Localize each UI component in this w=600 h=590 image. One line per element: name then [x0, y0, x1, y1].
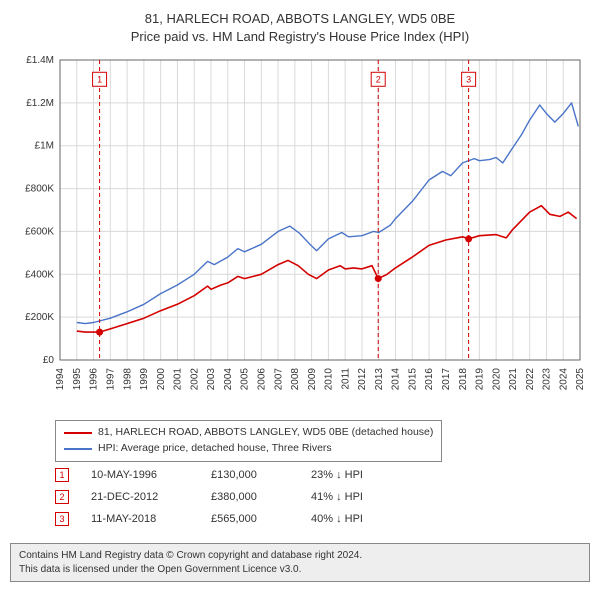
svg-text:1998: 1998: [122, 368, 133, 391]
marker-row-2: 2 21-DEC-2012 £380,000 41% ↓ HPI: [55, 486, 431, 508]
marker-badge-1: 1: [55, 468, 69, 482]
svg-text:2012: 2012: [357, 368, 368, 391]
svg-text:2000: 2000: [156, 368, 167, 391]
svg-text:2025: 2025: [575, 368, 586, 391]
marker-row-3: 3 11-MAY-2018 £565,000 40% ↓ HPI: [55, 508, 431, 530]
marker-delta-3: 40% ↓ HPI: [311, 513, 431, 525]
svg-text:£800K: £800K: [25, 184, 54, 195]
svg-text:1999: 1999: [139, 368, 150, 391]
svg-text:£200K: £200K: [25, 312, 54, 323]
svg-text:2020: 2020: [491, 368, 502, 391]
svg-text:2013: 2013: [374, 368, 385, 391]
marker-price-3: £565,000: [211, 513, 311, 525]
chart-svg: £0 £200K £400K £600K £800K £1M £1.2M £1.4M 1994 1…: [12, 52, 588, 412]
svg-text:1995: 1995: [72, 368, 83, 391]
svg-text:2024: 2024: [558, 368, 569, 391]
marker-price-1: £130,000: [211, 469, 311, 481]
svg-text:2008: 2008: [290, 368, 301, 391]
svg-text:3: 3: [466, 74, 471, 84]
legend-item-property: 81, HARLECH ROAD, ABBOTS LANGLEY, WD5 0B…: [64, 425, 433, 441]
svg-text:2017: 2017: [441, 368, 452, 391]
svg-text:2015: 2015: [407, 368, 418, 391]
marker-delta-2: 41% ↓ HPI: [311, 491, 431, 503]
marker-row-1: 1 10-MAY-1996 £130,000 23% ↓ HPI: [55, 464, 431, 486]
legend-label-property: 81, HARLECH ROAD, ABBOTS LANGLEY, WD5 0B…: [98, 425, 433, 441]
marker-date-1: 10-MAY-1996: [91, 469, 211, 481]
marker-badge-3: 3: [55, 512, 69, 526]
svg-text:2011: 2011: [340, 368, 351, 390]
legend-item-hpi: HPI: Average price, detached house, Thre…: [64, 441, 433, 457]
chart-title-block: 81, HARLECH ROAD, ABBOTS LANGLEY, WD5 0B…: [0, 0, 600, 45]
svg-text:2010: 2010: [324, 368, 335, 391]
svg-text:2004: 2004: [223, 368, 234, 391]
svg-text:£600K: £600K: [25, 226, 54, 237]
chart-legend: 81, HARLECH ROAD, ABBOTS LANGLEY, WD5 0B…: [55, 420, 442, 462]
legend-swatch-property: [64, 432, 92, 434]
svg-text:2002: 2002: [189, 368, 200, 391]
svg-text:2003: 2003: [206, 368, 217, 391]
svg-text:1996: 1996: [89, 368, 100, 391]
attribution-footer: Contains HM Land Registry data © Crown c…: [10, 543, 590, 582]
svg-text:£1M: £1M: [35, 141, 54, 152]
footer-line2: This data is licensed under the Open Gov…: [19, 563, 581, 577]
svg-text:2009: 2009: [307, 368, 318, 391]
svg-text:2: 2: [376, 74, 381, 84]
chart-title-line2: Price paid vs. HM Land Registry's House …: [0, 28, 600, 46]
svg-text:2018: 2018: [458, 368, 469, 391]
svg-text:2021: 2021: [508, 368, 519, 391]
svg-text:1997: 1997: [106, 368, 117, 391]
marker-date-3: 11-MAY-2018: [91, 513, 211, 525]
footer-line1: Contains HM Land Registry data © Crown c…: [19, 549, 581, 563]
price-chart: £0 £200K £400K £600K £800K £1M £1.2M £1.4M 1994 1…: [12, 52, 588, 412]
svg-text:1994: 1994: [55, 368, 66, 391]
svg-text:2005: 2005: [240, 368, 251, 391]
chart-title-line1: 81, HARLECH ROAD, ABBOTS LANGLEY, WD5 0B…: [0, 10, 600, 28]
svg-text:2019: 2019: [475, 368, 486, 391]
marker-date-2: 21-DEC-2012: [91, 491, 211, 503]
svg-text:1: 1: [97, 74, 102, 84]
svg-text:2007: 2007: [273, 368, 284, 391]
svg-text:2001: 2001: [173, 368, 184, 391]
marker-badge-2: 2: [55, 490, 69, 504]
markers-table: 1 10-MAY-1996 £130,000 23% ↓ HPI 2 21-DE…: [55, 464, 431, 530]
svg-text:2006: 2006: [256, 368, 267, 391]
svg-text:2016: 2016: [424, 368, 435, 391]
marker-price-2: £380,000: [211, 491, 311, 503]
marker-delta-1: 23% ↓ HPI: [311, 469, 431, 481]
svg-text:2014: 2014: [391, 368, 402, 391]
svg-text:£0: £0: [43, 355, 55, 366]
svg-text:2023: 2023: [542, 368, 553, 391]
svg-text:2022: 2022: [525, 368, 536, 391]
svg-text:£1.2M: £1.2M: [26, 98, 54, 109]
legend-swatch-hpi: [64, 448, 92, 450]
legend-label-hpi: HPI: Average price, detached house, Thre…: [98, 441, 332, 457]
svg-text:£400K: £400K: [25, 269, 54, 280]
svg-text:£1.4M: £1.4M: [26, 55, 54, 66]
